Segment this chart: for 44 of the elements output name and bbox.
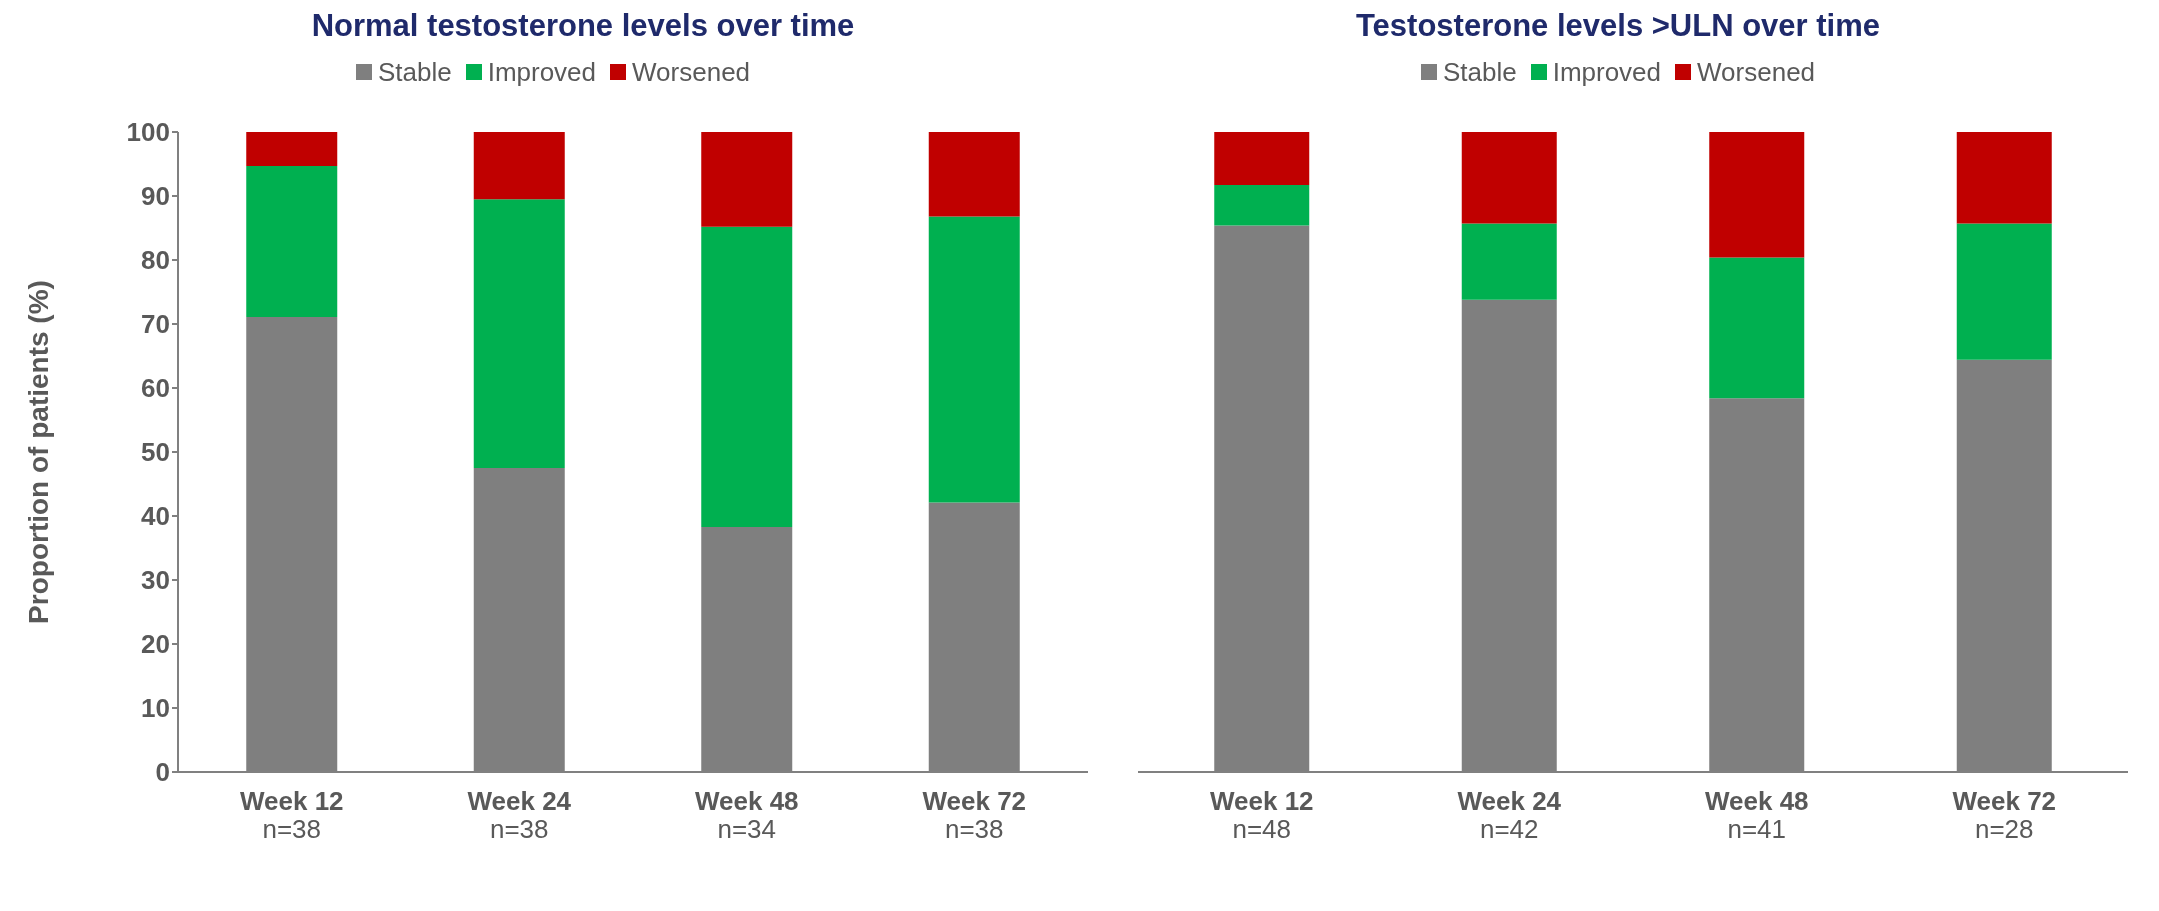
y-tick-label: 40 xyxy=(141,501,170,532)
x-tick-label: Week 12 n=38 xyxy=(239,786,344,844)
bar xyxy=(246,165,338,317)
chart-title: Testosterone levels >ULN over time xyxy=(1354,8,1881,45)
y-tick-label: 80 xyxy=(141,245,170,276)
bar xyxy=(1214,185,1310,226)
y-tick-label: 90 xyxy=(141,181,170,212)
y-tick-label: 60 xyxy=(141,373,170,404)
legend-label: Improved xyxy=(486,56,597,88)
chart-title: Normal testosterone levels over time xyxy=(310,8,856,45)
bar xyxy=(1956,223,2052,360)
x-tick-label: Week 48 n=41 xyxy=(1704,786,1809,844)
y-tick-label: 50 xyxy=(141,437,170,468)
y-tick-label: 10 xyxy=(141,693,170,724)
bar xyxy=(1461,132,1557,224)
legend-label: Improved xyxy=(1551,56,1662,88)
y-tick-label: 20 xyxy=(141,629,170,660)
bar xyxy=(701,132,793,227)
bar xyxy=(928,132,1020,217)
x-tick-label: Week 24 n=38 xyxy=(467,786,572,844)
y-tick-label: 0 xyxy=(155,757,170,788)
bar xyxy=(1709,132,1805,258)
bar xyxy=(701,226,793,527)
legend-label: Worsened xyxy=(631,56,751,88)
bar xyxy=(246,132,338,166)
bar xyxy=(1956,132,2052,224)
bar xyxy=(1709,257,1805,399)
bar xyxy=(1461,223,1557,300)
y-tick-label: 70 xyxy=(141,309,170,340)
y-axis-title: Proportion of patients (%) xyxy=(22,280,54,624)
legend-label: Worsened xyxy=(1696,56,1816,88)
bar xyxy=(1214,132,1310,186)
legend-label: Stable xyxy=(1441,56,1517,88)
x-tick-label: Week 72 n=38 xyxy=(922,786,1027,844)
x-tick-label: Week 48 n=34 xyxy=(694,786,799,844)
x-tick-label: Week 72 n=28 xyxy=(1952,786,2057,844)
legend-label: Stable xyxy=(376,56,452,88)
bar xyxy=(928,216,1020,503)
y-tick-label: 30 xyxy=(141,565,170,596)
x-tick-label: Week 12 n=48 xyxy=(1209,786,1314,844)
x-tick-label: Week 24 n=42 xyxy=(1457,786,1562,844)
bar xyxy=(473,132,565,200)
bar xyxy=(473,199,565,468)
y-tick-label: 100 xyxy=(126,117,170,148)
